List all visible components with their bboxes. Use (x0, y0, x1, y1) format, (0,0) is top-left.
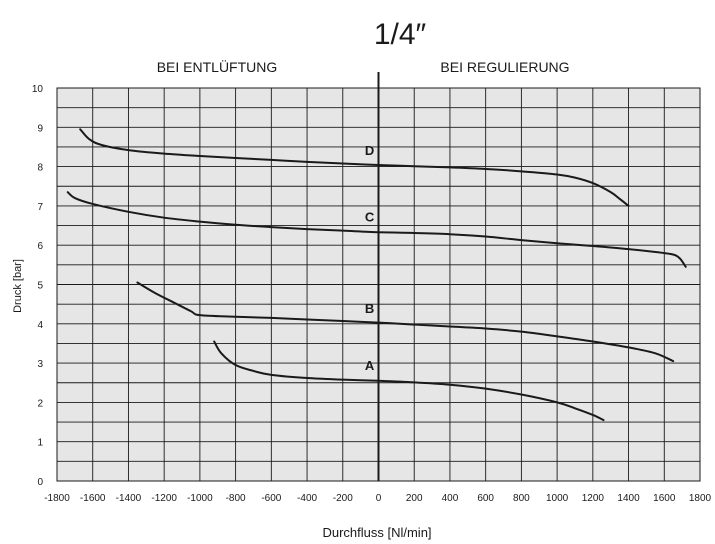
series-line-c (66, 191, 687, 268)
x-tick-label: 800 (513, 493, 530, 504)
y-tick-label: 1 (37, 438, 43, 449)
y-tick-label: 6 (37, 241, 43, 252)
y-tick-label: 8 (37, 163, 43, 174)
x-tick-label: -600 (261, 493, 281, 504)
y-tick-label: 7 (37, 202, 43, 213)
x-tick-label: 1600 (653, 493, 676, 504)
x-tick-label: 0 (376, 493, 382, 504)
chart-title: 1/4″ (374, 18, 427, 51)
x-tick-label: -1600 (80, 493, 106, 504)
series-label-d: D (365, 143, 374, 158)
series-line-b (136, 281, 675, 363)
y-tick-label: 2 (37, 398, 43, 409)
x-tick-label: -1400 (116, 493, 142, 504)
series-label-a: A (365, 358, 375, 373)
plot-area: 0 1 2 3 4 5 6 7 8 9 10 -1800 -1600 -1400 -1200 -1000 -80… (32, 72, 712, 504)
x-axis-label: Durchfluss [Nl/min] (322, 525, 431, 540)
series-line-a (213, 340, 605, 422)
y-tick-label: 3 (37, 359, 43, 370)
x-tick-label: -1200 (151, 493, 177, 504)
x-tick-label: 1800 (689, 493, 712, 504)
x-tick-label: 1200 (582, 493, 605, 504)
series-line-d (79, 128, 630, 207)
x-tick-label: 200 (406, 493, 423, 504)
y-tick-label: 10 (32, 84, 44, 95)
x-tick-label: 600 (477, 493, 494, 504)
x-tick-label: 1400 (617, 493, 640, 504)
x-tick-label: -1000 (187, 493, 213, 504)
x-tick-label: -400 (297, 493, 317, 504)
x-tick-label: -800 (226, 493, 246, 504)
region-label-right: BEI REGULIERUNG (440, 59, 569, 75)
series-label-b: B (365, 301, 374, 316)
x-tick-label: 400 (442, 493, 459, 504)
y-tick-label: 5 (37, 281, 43, 292)
y-tick-label: 9 (37, 123, 43, 134)
y-tick-label: 4 (37, 320, 43, 331)
region-label-left: BEI ENTLÜFTUNG (157, 58, 278, 75)
x-tick-label: -200 (333, 493, 353, 504)
y-tick-label: 0 (37, 477, 43, 488)
y-axis-label: Druck [bar] (12, 259, 24, 313)
x-tick-label: -1800 (44, 493, 70, 504)
series-label-c: C (365, 210, 375, 225)
x-tick-label: 1000 (546, 493, 569, 504)
